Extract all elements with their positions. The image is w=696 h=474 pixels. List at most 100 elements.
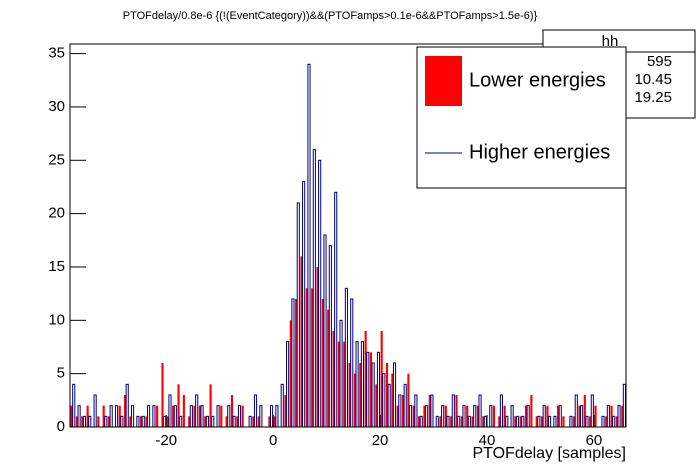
bar <box>339 319 343 428</box>
bar <box>401 394 405 427</box>
bar <box>182 394 185 427</box>
bar <box>573 416 576 427</box>
bar <box>311 288 314 427</box>
bar <box>540 416 544 427</box>
bar <box>376 351 381 428</box>
bar <box>236 416 239 427</box>
bar <box>344 287 348 428</box>
bar <box>118 405 121 427</box>
bar <box>553 415 557 428</box>
bar <box>353 373 357 427</box>
bar <box>569 415 573 428</box>
legend-swatch <box>425 56 462 106</box>
bar <box>130 405 135 428</box>
bar <box>200 405 204 428</box>
bar <box>366 351 370 428</box>
bar <box>423 405 426 427</box>
bar <box>387 383 391 428</box>
bar <box>211 415 215 428</box>
stats-value: 10.45 <box>634 71 672 88</box>
bar <box>102 405 105 427</box>
bar <box>542 405 546 428</box>
bar <box>612 415 616 428</box>
bar <box>369 352 373 427</box>
bar <box>82 415 87 428</box>
bar <box>177 384 180 427</box>
bar <box>419 415 423 428</box>
bar <box>173 405 177 428</box>
bar <box>286 341 290 428</box>
bar <box>147 405 151 428</box>
x-tick-label: 0 <box>269 432 277 449</box>
bar <box>537 415 541 428</box>
bar <box>204 416 207 427</box>
bar <box>462 405 466 428</box>
bar <box>412 405 415 427</box>
bar <box>140 416 143 427</box>
bar <box>161 362 164 427</box>
bar <box>104 415 108 428</box>
bar <box>515 415 520 428</box>
bar <box>483 415 487 428</box>
bar <box>225 416 228 427</box>
bar <box>396 405 399 427</box>
stats-value: 595 <box>647 53 672 70</box>
bar <box>172 405 175 427</box>
bar <box>606 405 610 428</box>
stats-value: 19.25 <box>634 89 672 106</box>
bar <box>499 394 504 428</box>
bar <box>321 298 324 427</box>
bar <box>473 405 477 428</box>
bar <box>289 320 292 427</box>
bar <box>81 416 84 427</box>
bar <box>594 405 597 427</box>
bar <box>70 405 73 427</box>
bar <box>428 394 431 427</box>
bar <box>296 202 300 428</box>
bar <box>348 362 351 427</box>
bar <box>439 416 442 427</box>
bar <box>312 149 316 428</box>
bar <box>248 415 252 428</box>
bar <box>305 288 308 427</box>
bar <box>498 416 501 427</box>
bar <box>547 415 552 428</box>
bar <box>382 373 386 428</box>
bar <box>216 405 220 428</box>
bar <box>156 405 159 427</box>
bar <box>343 341 346 427</box>
bar <box>380 330 383 427</box>
x-tick-label: -20 <box>155 432 177 449</box>
bar <box>163 415 167 428</box>
bar <box>615 416 618 427</box>
y-tick-label: 25 <box>48 151 65 168</box>
bar <box>230 394 234 427</box>
bar <box>107 416 111 427</box>
bar <box>375 384 378 427</box>
bar <box>482 416 485 427</box>
bar <box>385 362 389 427</box>
bar <box>195 394 199 428</box>
bar <box>398 394 402 428</box>
bar <box>546 405 549 427</box>
x-axis-label: PTOFdelay [samples] <box>472 445 626 462</box>
bar <box>259 405 263 428</box>
y-tick-label: 15 <box>48 258 65 275</box>
bar <box>408 405 413 428</box>
bar <box>145 416 148 427</box>
bar <box>364 330 367 427</box>
bar <box>578 405 581 427</box>
bar <box>450 416 453 427</box>
y-tick-label: 20 <box>48 205 65 222</box>
bar <box>557 405 560 427</box>
bar <box>589 416 592 427</box>
bar <box>610 405 613 427</box>
bar <box>562 416 565 427</box>
bar <box>77 405 81 428</box>
bar <box>476 405 479 427</box>
bar <box>583 394 586 427</box>
bar <box>503 405 506 427</box>
bar <box>414 394 418 428</box>
bar <box>521 415 525 428</box>
bar <box>323 234 327 428</box>
